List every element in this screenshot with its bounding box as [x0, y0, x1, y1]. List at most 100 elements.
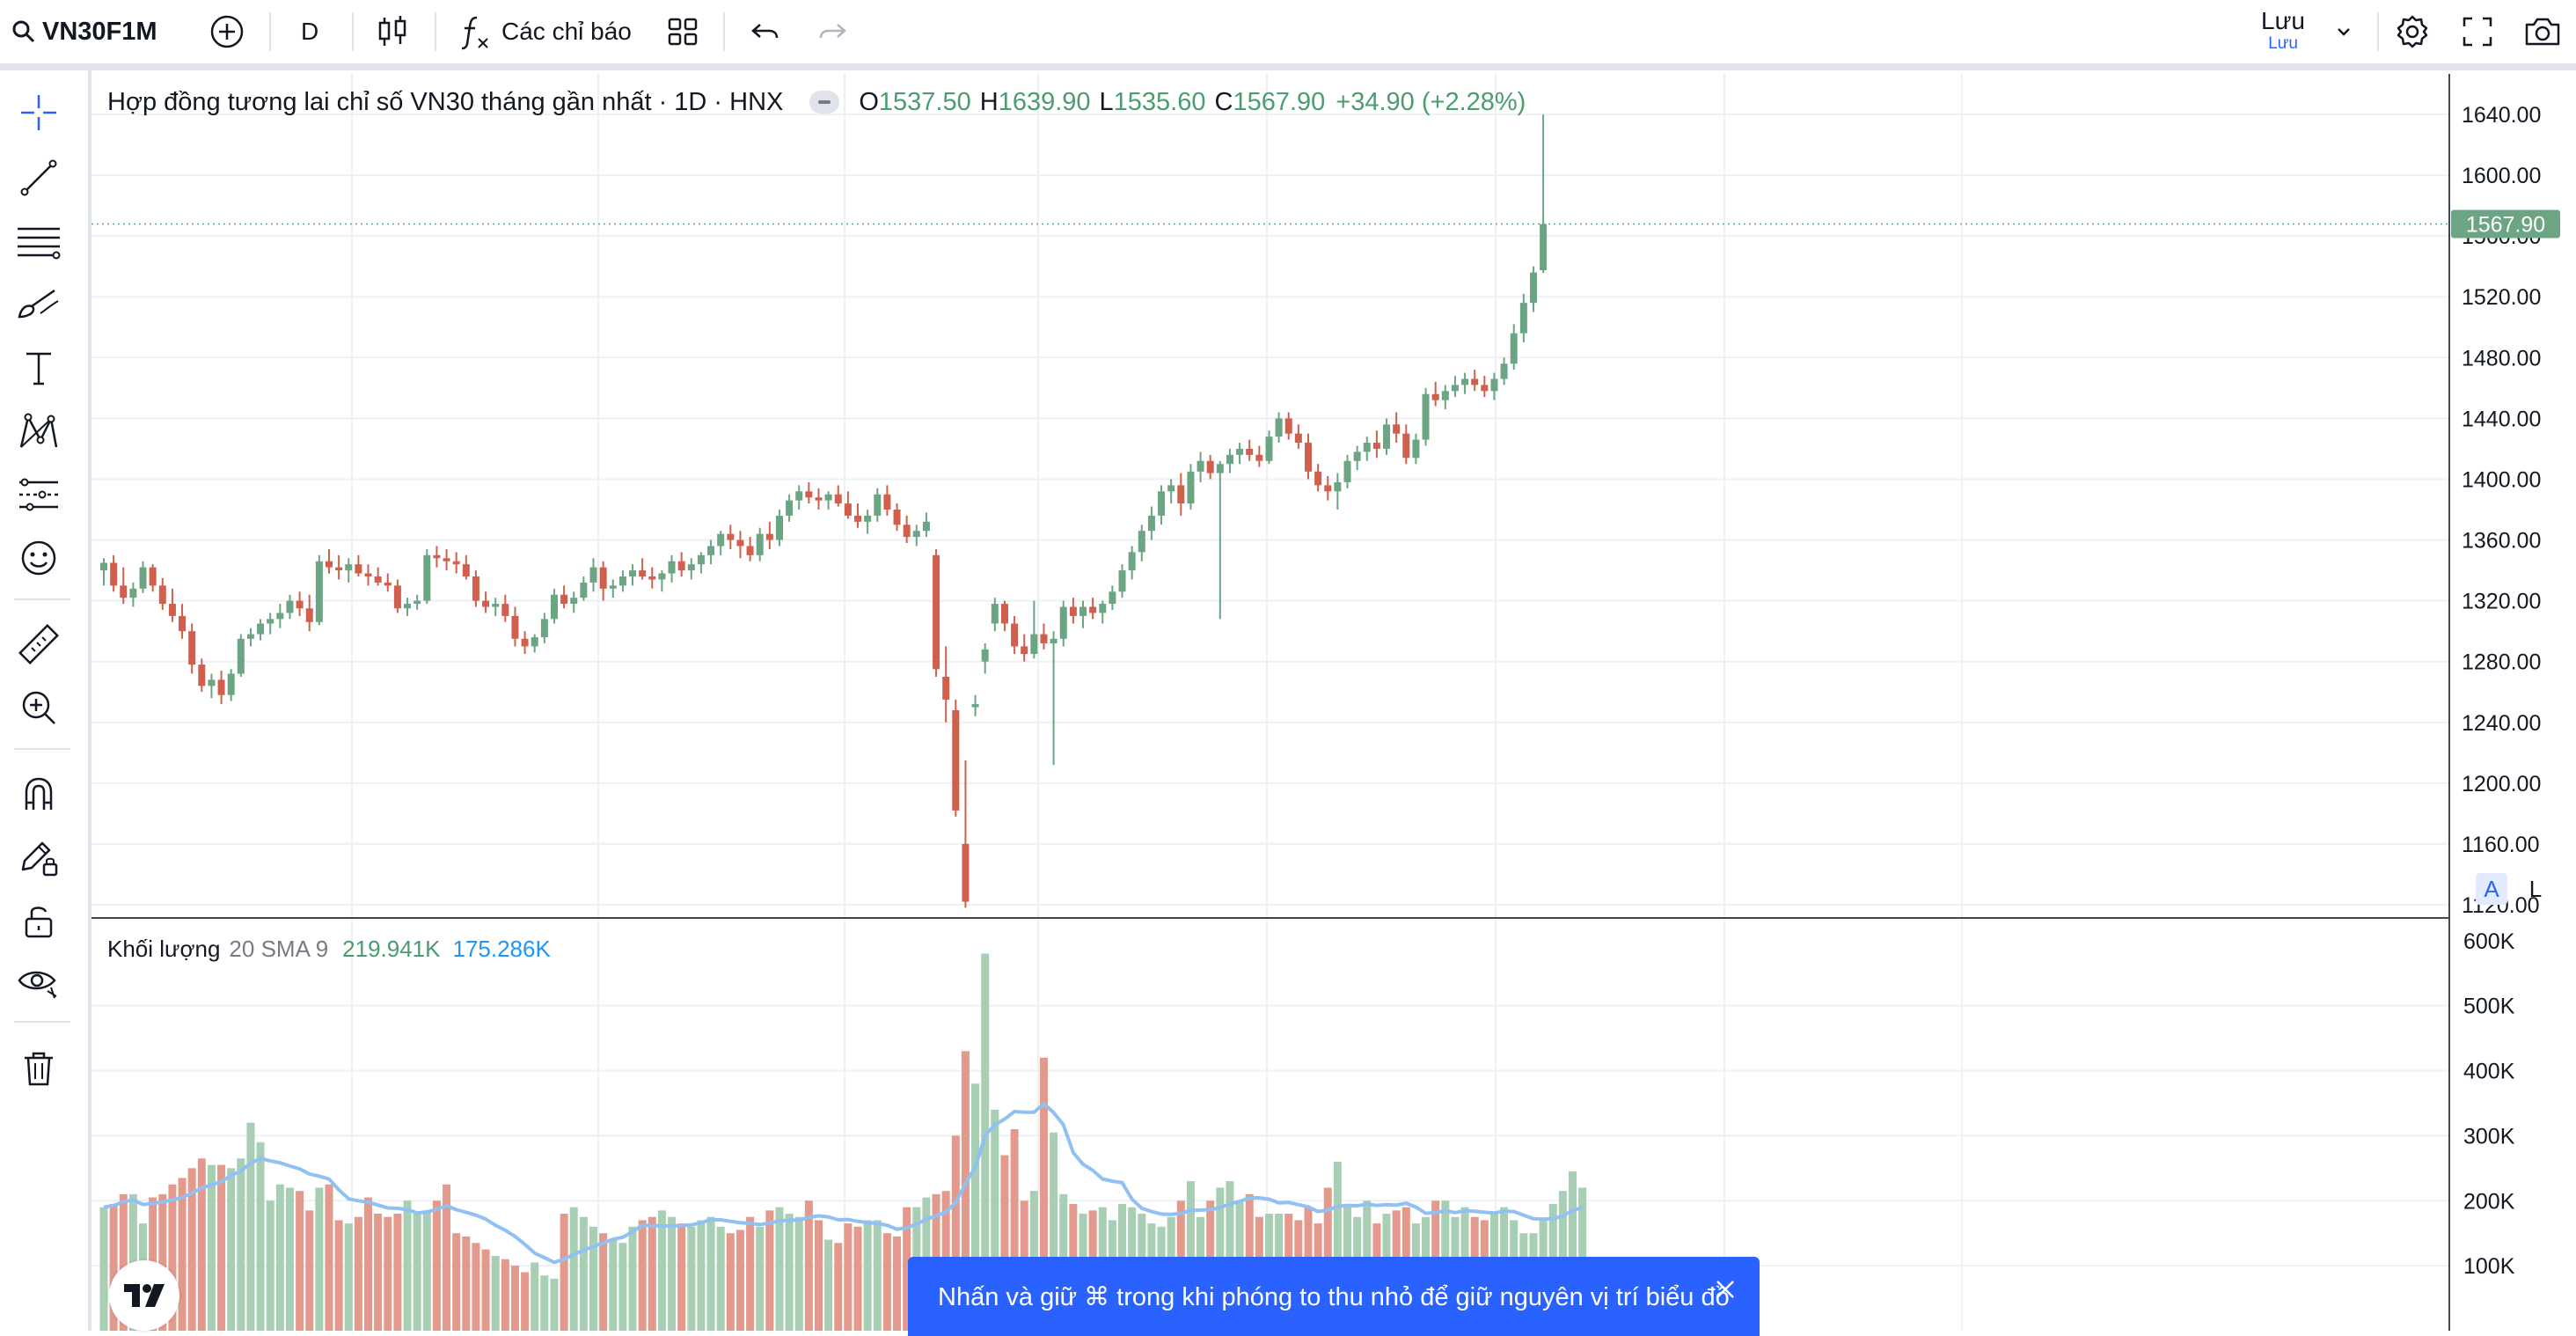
remove-drawings-tool[interactable]: [16, 1046, 62, 1091]
magnet-tool[interactable]: [16, 771, 62, 817]
brush-tool[interactable]: [16, 282, 62, 327]
candle-body: [198, 664, 206, 686]
volume-bar: [785, 1214, 794, 1331]
volume-title[interactable]: Khối lượng: [107, 935, 221, 962]
save-button[interactable]: Lưu Lưu: [2248, 7, 2318, 53]
volume-bar: [882, 1233, 891, 1331]
candle-body: [364, 573, 372, 576]
lock-drawings-tool[interactable]: [16, 898, 62, 943]
series-title[interactable]: Hợp đồng tương lai chỉ số VN30 tháng gần…: [107, 87, 784, 116]
volume-bar: [873, 1220, 882, 1331]
candle-body: [629, 570, 637, 576]
legend-collapse-toggle[interactable]: [809, 91, 840, 114]
candle-body: [531, 637, 538, 647]
tradingview-logo[interactable]: [109, 1260, 179, 1331]
price-tick-label: 1600.00: [2462, 164, 2541, 188]
fullscreen-button[interactable]: [2460, 0, 2495, 63]
volume-bar: [844, 1223, 853, 1331]
candle-body: [609, 585, 617, 589]
trend-line-tool[interactable]: [16, 155, 62, 201]
candle-body: [677, 561, 685, 571]
zoom-in-icon: [22, 691, 55, 724]
candle-body: [1304, 443, 1312, 472]
candle-body: [746, 546, 754, 555]
compare-button[interactable]: [208, 0, 246, 63]
volume-bar: [472, 1243, 480, 1331]
volume-tick-label: 400K: [2463, 1060, 2515, 1084]
candle-body: [355, 564, 362, 574]
close-icon[interactable]: [1710, 1274, 1740, 1304]
candle-body: [452, 561, 460, 565]
settings-button[interactable]: [2393, 0, 2432, 63]
function-icon: [461, 16, 488, 50]
chart-type-button[interactable]: [375, 0, 410, 63]
candle-body: [1471, 378, 1479, 385]
volume-bar: [618, 1243, 627, 1331]
volume-bar: [227, 1168, 236, 1331]
volume-bar: [540, 1275, 549, 1331]
candle-body: [1529, 272, 1537, 304]
candle-body: [903, 525, 911, 538]
candle-body: [697, 554, 705, 565]
icons-tool[interactable]: [16, 535, 62, 581]
volume-bar: [432, 1200, 441, 1331]
text-tool[interactable]: [16, 345, 62, 391]
volume-tick-label: 300K: [2463, 1124, 2515, 1149]
layout-templates-button[interactable]: [665, 0, 700, 63]
low-value: 1535.60: [1113, 87, 1206, 116]
fib-retracement-tool[interactable]: [16, 218, 62, 264]
volume-tick-label: 200K: [2463, 1189, 2515, 1214]
redo-button[interactable]: [815, 0, 850, 63]
prediction-tool[interactable]: [16, 472, 62, 518]
candle-body: [736, 540, 744, 547]
volume-bar: [384, 1216, 392, 1331]
volume-axis[interactable]: 600K 500K 400K 300K 200K 100K: [2463, 929, 2515, 1279]
screenshot-button[interactable]: [2523, 0, 2562, 63]
candle-body: [824, 494, 832, 501]
log-scale-button[interactable]: L: [2528, 875, 2543, 902]
volume-bar: [716, 1226, 725, 1331]
zoom-tool[interactable]: [16, 685, 62, 730]
candle-body: [883, 494, 891, 510]
chart-grid: [91, 74, 2449, 1331]
volume-bar: [413, 1214, 421, 1331]
top-toolbar: VN30F1M D Các chỉ báo Lưu Lưu: [0, 0, 2576, 70]
candle-body: [1519, 303, 1527, 334]
price-tick-label: 1640.00: [2462, 103, 2541, 128]
candle-body: [1314, 471, 1322, 486]
candle-body: [1383, 424, 1391, 449]
undo-icon: [751, 24, 779, 39]
stay-in-drawing-mode-tool[interactable]: [16, 834, 62, 880]
crosshair-tool[interactable]: [16, 90, 62, 136]
candle-body: [423, 554, 431, 601]
price-tick-label: 1520.00: [2462, 285, 2541, 310]
volume-bar: [217, 1164, 226, 1331]
measure-tool[interactable]: [16, 621, 62, 667]
toolbar-divider: [352, 12, 354, 51]
candle-body: [1441, 391, 1449, 400]
candle-body: [550, 594, 558, 620]
volume-bar: [668, 1216, 677, 1331]
candle-body: [1030, 634, 1038, 655]
undo-button[interactable]: [748, 0, 783, 63]
volume-bar: [824, 1239, 833, 1331]
candle-body: [1109, 591, 1116, 605]
indicators-button[interactable]: Các chỉ báo: [459, 0, 632, 63]
plus-circle-icon: [210, 15, 244, 48]
candle-body: [648, 576, 656, 580]
candle-body: [560, 594, 568, 605]
volume-bar: [256, 1141, 265, 1331]
candle-body: [276, 613, 284, 620]
save-dropdown-button[interactable]: [2331, 0, 2356, 63]
pencil-lock-icon: [21, 841, 58, 877]
price-axis[interactable]: 1640.00 1600.00 1560.00 1520.00 1480.00 1440.…: [2462, 103, 2541, 918]
symbol-search[interactable]: VN30F1M: [11, 0, 157, 63]
candle-body: [296, 600, 304, 609]
volume-bar: [285, 1187, 294, 1331]
interval-button[interactable]: D: [301, 0, 318, 63]
candle-body: [844, 503, 852, 516]
hide-drawings-tool[interactable]: [16, 959, 62, 1005]
auto-scale-button[interactable]: A: [2476, 873, 2507, 905]
pattern-tool[interactable]: [16, 408, 62, 454]
